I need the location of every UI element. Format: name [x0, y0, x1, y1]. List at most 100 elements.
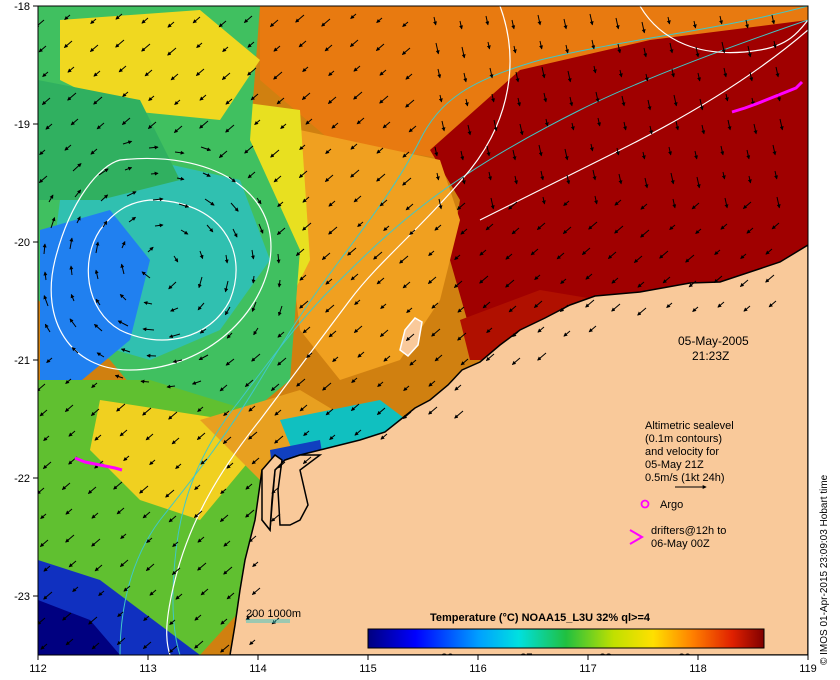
velocity-arrow — [537, 326, 545, 333]
velocity-arrow — [88, 616, 98, 625]
velocity-arrow — [299, 300, 309, 309]
velocity-arrow — [376, 147, 384, 154]
velocity-arrow — [305, 118, 313, 125]
velocity-arrow — [244, 145, 254, 154]
velocity-arrow — [688, 280, 697, 288]
velocity-arrow — [174, 150, 185, 155]
velocity-arrow — [329, 434, 336, 440]
velocity-arrow — [68, 560, 77, 568]
velocity-arrow — [376, 277, 385, 285]
altimetric-legend-line-2: (0.1m contours) — [645, 433, 722, 445]
velocity-arrow — [152, 197, 164, 202]
velocity-arrow — [168, 411, 178, 420]
velocity-arrow — [250, 249, 255, 260]
velocity-arrow — [776, 196, 781, 209]
velocity-arrow — [117, 611, 124, 617]
velocity-arrow — [141, 43, 151, 52]
velocity-arrow — [668, 146, 672, 156]
velocity-arrow — [753, 123, 758, 135]
velocity-arrow — [226, 332, 233, 339]
velocity-arrow — [637, 307, 647, 316]
velocity-arrow — [514, 175, 518, 185]
velocity-arrow — [277, 305, 283, 317]
velocity-arrow — [743, 305, 751, 312]
velocity-arrow — [321, 252, 331, 260]
velocity-arrow — [91, 512, 99, 519]
velocity-arrow — [454, 410, 464, 419]
velocity-arrow — [141, 17, 149, 24]
velocity-arrow — [169, 619, 176, 625]
velocity-arrow — [512, 45, 517, 54]
velocity-arrow — [299, 404, 308, 412]
velocity-arrow — [675, 120, 680, 131]
velocity-arrow — [383, 355, 391, 362]
velocity-arrow — [121, 117, 131, 125]
velocity-arrow — [406, 307, 413, 313]
velocity-arrow — [428, 406, 438, 415]
velocity-arrow — [245, 613, 254, 621]
velocity-arrow — [276, 97, 285, 105]
velocity-arrow — [168, 515, 177, 523]
velocity-arrow — [373, 251, 383, 260]
velocity-arrow — [115, 13, 123, 20]
velocity-arrow — [142, 511, 151, 519]
velocity-arrow — [615, 17, 620, 30]
velocity-arrow — [199, 120, 209, 129]
date-line-2: 21:23Z — [692, 349, 729, 363]
velocity-arrow — [380, 303, 387, 309]
velocity-arrow — [170, 307, 179, 312]
velocity-arrow — [64, 144, 72, 151]
velocity-arrow — [220, 618, 228, 625]
velocity-arrow — [87, 486, 97, 494]
velocity-arrow — [530, 248, 539, 256]
velocity-arrow — [405, 73, 413, 80]
velocity-arrow — [692, 20, 697, 29]
velocity-arrow — [349, 39, 359, 47]
velocity-arrow — [222, 46, 229, 52]
velocity-arrow — [560, 278, 567, 284]
velocity-arrow — [428, 380, 436, 387]
velocity-arrow — [747, 175, 752, 184]
velocity-arrow — [124, 166, 133, 171]
velocity-arrow — [176, 176, 185, 181]
velocity-arrow — [43, 295, 49, 307]
velocity-arrow — [247, 67, 257, 76]
velocity-arrow — [251, 275, 256, 284]
velocity-arrow — [328, 70, 335, 76]
velocity-arrow — [354, 429, 362, 436]
velocity-arrow — [253, 327, 259, 336]
velocity-arrow — [717, 301, 725, 308]
velocity-arrow — [251, 353, 261, 362]
velocity-arrow — [739, 279, 749, 287]
depth-legend: 200 1000m — [246, 608, 301, 623]
drifter-tracks — [74, 80, 804, 472]
velocity-arrow — [512, 331, 519, 337]
lon-tick-label: 115 — [359, 663, 377, 675]
velocity-arrow — [441, 120, 446, 132]
velocity-arrow — [479, 275, 489, 284]
velocity-arrow — [640, 203, 648, 210]
velocity-arrow — [64, 14, 71, 20]
velocity-arrow — [745, 19, 749, 29]
velocity-arrow — [699, 98, 704, 111]
velocity-arrow — [193, 510, 203, 518]
velocity-arrow — [589, 143, 594, 152]
velocity-arrow — [771, 222, 780, 230]
velocity-arrow — [401, 47, 411, 55]
velocity-arrow — [670, 172, 675, 185]
velocity-arrow — [672, 198, 677, 209]
velocity-arrow — [592, 169, 597, 181]
sst-orange-mid — [290, 130, 460, 380]
velocity-arrow — [669, 224, 676, 230]
velocity-arrow — [168, 333, 181, 339]
sealevel-contour-3 — [166, 6, 511, 655]
velocity-arrow — [220, 644, 230, 653]
velocity-arrow — [219, 514, 229, 522]
velocity-arrow — [256, 197, 262, 205]
velocity-arrow — [222, 436, 232, 444]
velocity-arrow — [505, 253, 513, 260]
velocity-arrow — [196, 42, 203, 48]
velocity-arrow — [459, 20, 463, 30]
velocity-arrow — [511, 227, 520, 235]
velocity-arrow — [350, 143, 358, 150]
